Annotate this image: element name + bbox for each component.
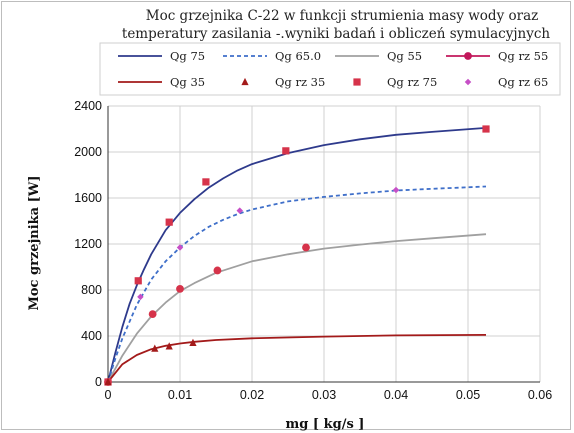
legend-label: Qg rz 35 [275,75,325,89]
data-point [151,344,159,352]
data-point [165,342,173,350]
data-point [176,244,184,251]
data-point [104,377,112,386]
y-tick-label: 1600 [74,191,102,205]
y-axis-label: Moc grzejnika [W] [27,175,42,310]
legend-label: Qg 55 [387,49,422,63]
y-tick-label: 1200 [74,237,102,251]
data-point [202,178,210,186]
data-point [148,310,157,319]
legend-label: Qg 75 [170,49,205,63]
legend-swatch-marker [464,52,472,60]
x-tick-label: 0.02 [240,388,264,402]
series-line [107,185,487,383]
data-point [189,338,197,346]
data-point [482,125,490,133]
legend-swatch [464,78,472,86]
y-tick-label: 2400 [74,99,102,113]
legend-label: Qg rz 75 [387,75,437,89]
axes: 0 400 800 1200 1600 2000 2400 0 0.01 0.02 0.03 0.04… [74,99,552,402]
y-tick-label: 0 [95,375,102,389]
grid [107,105,541,383]
data-point [165,218,173,226]
series-line [107,127,487,383]
x-tick-label: 0.03 [312,388,336,402]
y-tick-label: 400 [81,329,102,343]
data-point [236,207,243,214]
data-point [282,147,290,155]
data-point [137,293,144,301]
legend-swatch [241,77,249,86]
x-tick-label: 0 [105,388,112,402]
legend-swatch [353,78,361,86]
data-point [134,277,142,285]
data-point [392,186,400,194]
legend: Qg 75 Qg 65.0 Qg 55 Qg rz 55 Qg 35 Qg rz 35 Qg… [99,42,561,96]
y-tick-label: 800 [81,283,102,297]
x-tick-label: 0.01 [168,388,192,402]
data-point [213,266,222,275]
legend-label: Qg 35 [170,75,205,89]
x-tick-label: 0.05 [456,388,480,402]
x-axis-label: mg [ kg/s ] [286,417,365,432]
data-point [176,284,184,293]
legend-label: Qg rz 65 [498,75,548,89]
data-point [302,243,310,252]
series-points [104,125,490,386]
x-tick-label: 0.04 [384,388,408,402]
chart-title: Moc grzejnika C-22 w funkcji strumienia … [122,8,551,42]
legend-label: Qg rz 55 [498,49,548,63]
series-curves [107,127,487,383]
legend-label: Qg 65.0 [275,49,321,63]
chart-title-line-2: temperatury zasilania -.wyniki badań i o… [122,26,551,42]
series-line [107,334,487,383]
y-tick-label: 2000 [74,145,102,159]
x-tick-label: 0.06 [528,388,552,402]
legend-box [99,42,561,96]
series-line [107,233,487,383]
chart-title-line-1: Moc grzejnika C-22 w funkcji strumienia … [146,8,539,24]
